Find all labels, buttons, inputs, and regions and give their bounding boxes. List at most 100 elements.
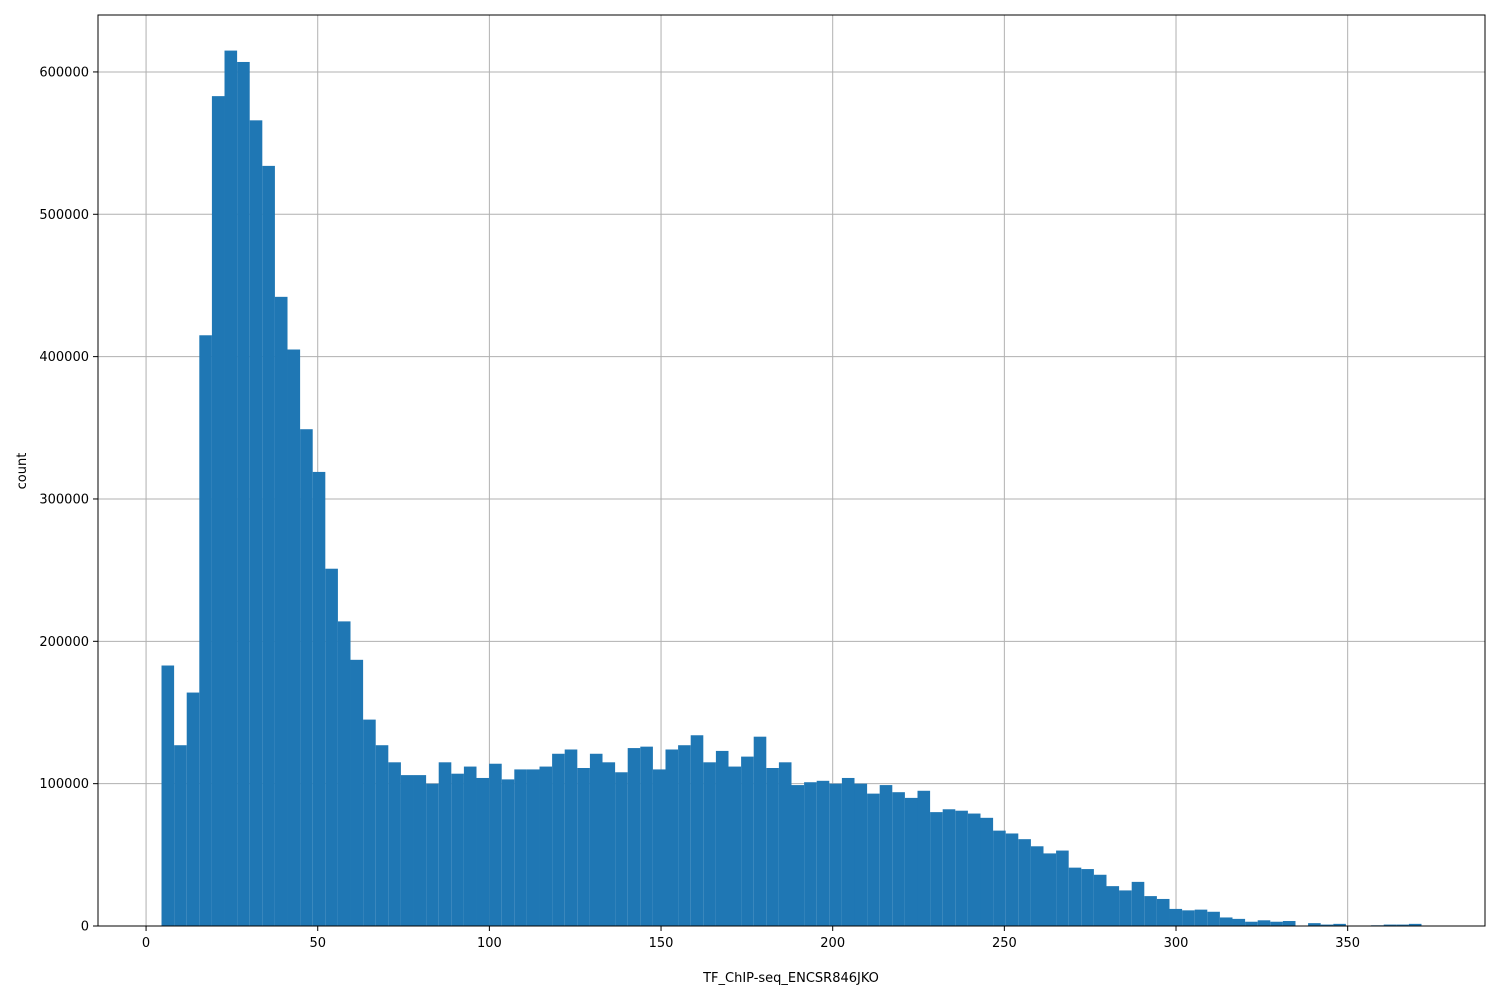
histogram-bar — [854, 783, 868, 926]
histogram-bar — [1169, 908, 1183, 926]
histogram-bar — [1081, 869, 1094, 926]
histogram-bar — [640, 746, 653, 926]
histogram-bar — [993, 830, 1006, 926]
x-tick-label: 150 — [649, 936, 674, 951]
histogram-bar — [1182, 910, 1195, 926]
histogram-bar — [1131, 881, 1145, 926]
histogram-bar — [816, 780, 830, 926]
histogram-bar — [829, 783, 842, 926]
histogram-bar — [388, 762, 401, 926]
histogram-bar — [501, 779, 515, 926]
histogram-bar — [1018, 839, 1031, 926]
histogram-bar — [1383, 924, 1397, 926]
histogram-bar — [174, 745, 187, 926]
histogram-bar — [1093, 874, 1107, 926]
histogram-bar — [413, 775, 427, 926]
histogram-bar — [1005, 833, 1019, 926]
y-tick-label: 0 — [81, 920, 89, 935]
plot-frame — [97, 14, 1486, 927]
histogram-bar — [211, 96, 225, 927]
histogram-bar — [1219, 917, 1233, 926]
x-tick-label: 50 — [309, 936, 326, 951]
histogram-bar — [350, 659, 364, 926]
histogram-bar — [400, 775, 414, 926]
y-axis: 0 100000 200000 300000 400000 500000 600000 — [39, 65, 98, 935]
histogram-bar — [753, 736, 767, 926]
histogram-bar — [904, 797, 918, 926]
histogram-bar — [942, 809, 956, 926]
histogram-bar — [1408, 923, 1422, 926]
histogram-bar — [967, 813, 981, 926]
histogram-bar — [1106, 886, 1120, 926]
histogram-bar — [652, 769, 666, 926]
histogram-bar — [703, 762, 716, 926]
histogram-bar — [1232, 918, 1246, 926]
histogram-bar — [804, 782, 817, 926]
histogram-bar — [715, 750, 729, 926]
histogram-bar — [1270, 921, 1283, 926]
x-tick-label: 200 — [820, 936, 845, 951]
y-tick-label: 300000 — [39, 492, 89, 507]
histogram-bar — [1333, 923, 1346, 926]
histogram-bar — [678, 745, 691, 926]
histogram-bar — [476, 777, 490, 926]
histogram-bar — [1068, 867, 1082, 926]
y-tick-label: 600000 — [39, 65, 89, 80]
histogram-bar — [665, 749, 679, 926]
histogram-bar — [337, 621, 351, 926]
histogram-bar — [224, 50, 238, 926]
histogram-bar — [778, 762, 792, 926]
histogram-bar — [690, 735, 704, 926]
x-axis-label: TF_ChIP-seq_ENCSR846JKO — [702, 971, 879, 986]
histogram-bar — [287, 349, 301, 926]
histogram-bar — [274, 296, 288, 926]
x-tick-label: 350 — [1335, 936, 1360, 951]
histogram-bar — [375, 745, 389, 926]
histogram-bar — [766, 767, 779, 926]
histogram-bar — [1282, 921, 1296, 926]
histogram-bar — [980, 817, 994, 926]
histogram-bar — [1030, 846, 1044, 926]
histogram-bar — [627, 748, 641, 926]
x-axis: 0 50 100 150 200 250 300 350 — [142, 926, 1360, 951]
histogram-bar — [262, 165, 275, 926]
histogram-bar — [438, 762, 452, 926]
histogram-bar — [1144, 896, 1157, 926]
histogram-bar — [930, 812, 943, 926]
histogram-bar — [615, 772, 628, 926]
y-axis-label: count — [15, 453, 30, 490]
histogram-bar — [1043, 853, 1057, 926]
histogram-bar — [1320, 924, 1334, 926]
histogram-bar — [917, 790, 931, 926]
histogram-bar — [1207, 911, 1220, 926]
histogram-bar — [1308, 923, 1321, 926]
histogram-bar — [879, 785, 893, 926]
histogram-bar — [249, 120, 263, 927]
histogram-bar — [1396, 924, 1409, 926]
histogram-bar — [199, 335, 212, 926]
x-tick-label: 250 — [992, 936, 1017, 951]
histogram-bar — [539, 766, 553, 926]
histogram-bar — [867, 793, 880, 926]
histogram-bar — [564, 749, 578, 926]
y-tick-label: 200000 — [39, 635, 89, 650]
histogram-bar — [1245, 921, 1258, 926]
histogram-bar — [791, 785, 805, 926]
x-tick-label: 0 — [142, 936, 150, 951]
histogram-bar — [514, 769, 527, 926]
histogram-bars — [161, 50, 1422, 927]
histogram-bar — [602, 762, 616, 926]
histogram-bar — [489, 763, 502, 926]
histogram-bar — [526, 769, 540, 926]
histogram-bar — [1257, 920, 1271, 926]
histogram-bar — [841, 777, 855, 926]
histogram-bar — [426, 783, 439, 926]
y-tick-label: 100000 — [39, 777, 89, 792]
x-tick-label: 300 — [1164, 936, 1189, 951]
histogram-bar — [1156, 898, 1170, 926]
histogram-bar — [1056, 850, 1069, 926]
histogram-bar — [892, 792, 905, 926]
y-tick-label: 400000 — [39, 350, 89, 365]
y-tick-label: 500000 — [39, 208, 89, 223]
